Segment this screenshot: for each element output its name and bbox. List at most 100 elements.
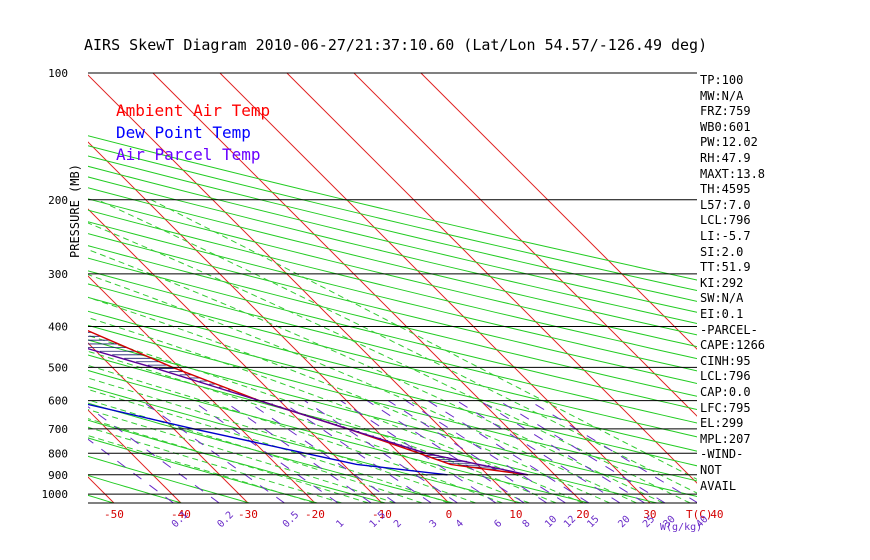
pressure-tick-label: 300 — [48, 268, 68, 281]
pressure-tick-label: 600 — [48, 395, 68, 408]
mixing-ratio-tick-label: 0.2 — [216, 510, 237, 531]
series-line — [88, 347, 529, 476]
index-entry: L57:7.0 — [700, 197, 751, 212]
index-entry: PW:12.02 — [700, 135, 758, 150]
moist-adiabat-line — [88, 316, 584, 503]
dry-adiabat-line — [88, 233, 697, 384]
index-entry: WB0:601 — [700, 119, 751, 134]
moist-adiabat-line — [88, 435, 316, 503]
moist-adiabat-line — [88, 377, 476, 503]
isotherm-line — [88, 409, 182, 503]
index-entry: RH:47.9 — [700, 151, 751, 165]
bottom-temp-tick-label: 40 — [710, 508, 723, 521]
dry-adiabat-line — [88, 296, 697, 452]
chart-title: AIRS SkewT Diagram 2010-06-27/21:37:10.6… — [84, 36, 708, 54]
moist-adiabat-line — [88, 426, 342, 503]
index-entry: FRZ:759 — [700, 104, 751, 119]
pressure-tick-label: 900 — [48, 469, 68, 482]
dry-adiabat-line — [88, 135, 697, 281]
mixing-ratio-line — [529, 400, 697, 503]
bottom-temp-tick-label: -10 — [372, 508, 392, 521]
pressure-tick-label: 1000 — [42, 488, 69, 501]
index-entry: LI:-5.7 — [700, 229, 751, 243]
dry-adiabat-line — [88, 386, 522, 503]
isotherm-line — [88, 342, 249, 503]
bottom-temp-tick-label: -40 — [171, 508, 191, 521]
moist-adiabat-line — [88, 388, 450, 503]
dry-adiabat-line — [88, 369, 590, 503]
pressure-tick-label: 400 — [48, 321, 68, 334]
index-entry: MW:N/A — [700, 88, 744, 103]
index-entry: TT:51.9 — [700, 260, 751, 275]
index-entry: AVAIL — [700, 478, 737, 493]
dry-adiabat-line — [88, 283, 697, 438]
index-entry: MPL:207 — [700, 431, 751, 446]
dry-adiabat-line — [88, 419, 386, 503]
index-entry: MAXT:13.8 — [700, 166, 766, 181]
dry-adiabat-line — [88, 455, 250, 503]
index-entry: CAPE:1266 — [700, 338, 766, 353]
dry-adiabat-line — [88, 437, 318, 503]
dry-adiabat-line — [88, 324, 697, 482]
moist-adiabat-line — [88, 296, 610, 503]
isotherm-line — [88, 141, 450, 503]
dry-adiabat-line — [88, 209, 697, 360]
mixing-ratio-line — [427, 400, 590, 503]
dry-adiabat-line — [88, 245, 697, 397]
index-entry: CINH:95 — [700, 353, 751, 368]
mixing-ratio-tick-label: 6 — [492, 518, 504, 530]
mixing-ratio-line — [479, 400, 645, 503]
dry-adiabat-line — [88, 270, 697, 424]
pressure-tick-label: 500 — [48, 361, 68, 374]
mixing-ratio-tick-label: 4 — [454, 518, 466, 530]
moist-adiabat-line — [88, 350, 530, 503]
dry-adiabat-line — [88, 354, 658, 503]
legend-dewpoint: Dew Point Temp — [116, 123, 251, 142]
mixing-ratio-tick-label: 1 — [334, 518, 346, 530]
index-entry: NOT — [700, 463, 722, 477]
mixing-ratio-tick-label: 20 — [616, 514, 632, 530]
background-lines — [0, 73, 697, 503]
mixing-ratio-line — [246, 400, 396, 503]
mixing-ratio-line — [191, 400, 339, 503]
mixing-ratio-line — [279, 400, 432, 503]
index-entry: TP:100 — [700, 73, 744, 87]
legend-parcel: Air Parcel Temp — [116, 145, 261, 164]
dry-adiabat-line — [88, 165, 697, 313]
mixing-ratio-line — [366, 400, 525, 503]
index-entry: -WIND- — [700, 447, 744, 462]
dry-adiabat-line — [88, 257, 697, 410]
isotherm-line — [286, 73, 697, 484]
mixing-ratio-unit-label: W(g/kg) — [660, 522, 702, 533]
isotherm-line — [88, 476, 115, 503]
mixing-ratio-line — [141, 400, 285, 503]
index-entry: LCL:796 — [700, 369, 751, 384]
index-entry: TH:4595 — [700, 182, 751, 197]
pressure-tick-label: 200 — [48, 194, 68, 207]
bottom-temp-tick-label: -50 — [104, 508, 124, 521]
index-entry: SI:2.0 — [700, 244, 744, 259]
y-axis-label: PRESSURE (MB) — [68, 164, 82, 258]
dry-adiabat-line — [88, 221, 697, 372]
pressure-tick-label: 700 — [48, 423, 68, 436]
isotherm-line — [88, 275, 316, 503]
moist-adiabat-line — [88, 222, 691, 503]
dry-adiabat-line — [88, 145, 697, 292]
moist-adiabat-line — [88, 249, 664, 503]
dry-adiabat-line — [88, 310, 697, 467]
moist-adiabat-line — [88, 334, 557, 503]
bottom-temp-tick-label: 0 — [446, 508, 453, 521]
profile-series — [88, 330, 529, 476]
dry-adiabat-line — [88, 187, 697, 336]
dry-adiabat-line — [88, 155, 697, 302]
pressure-tick-label: 800 — [48, 447, 68, 460]
dry-adiabat-line — [88, 402, 454, 503]
index-entry: -PARCEL- — [700, 322, 758, 337]
index-entry: EL:299 — [700, 416, 744, 431]
dry-adiabat-line — [0, 73, 46, 503]
mixing-ratio-line — [456, 400, 621, 503]
index-entry: CAP:0.0 — [700, 385, 751, 399]
mixing-ratio-tick-label: 0.5 — [281, 510, 302, 531]
mixing-ratio-line — [88, 438, 174, 503]
